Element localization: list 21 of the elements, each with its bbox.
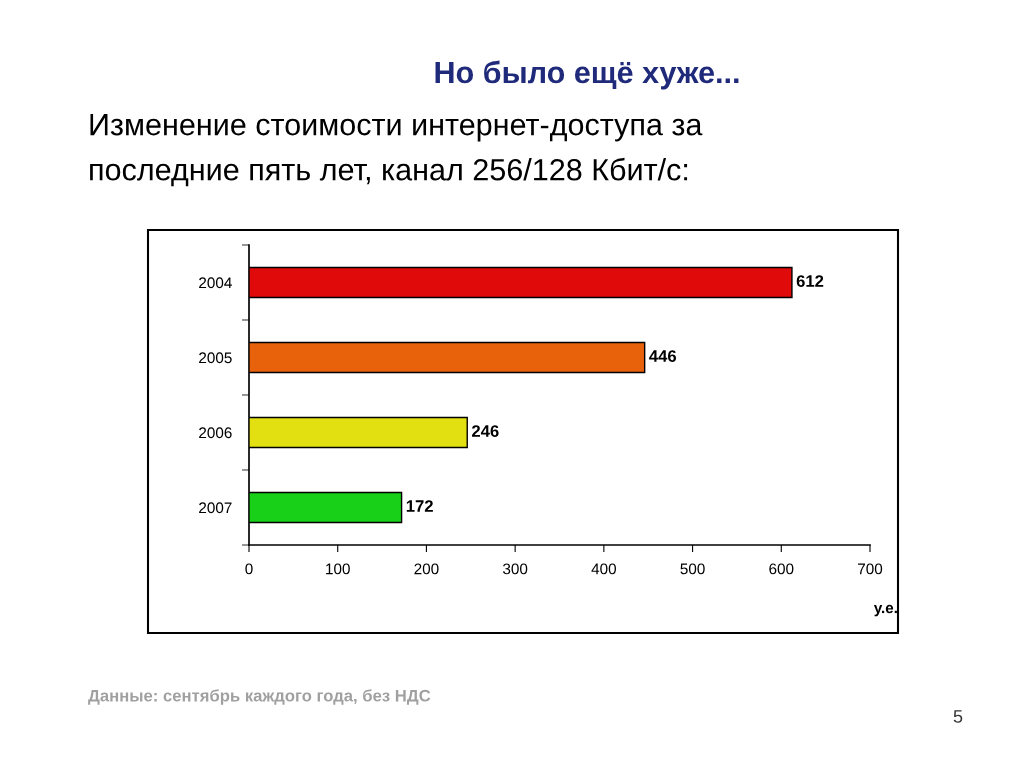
text: Данные: сентябрь каждого года, без НДС bbox=[88, 689, 431, 705]
data-label: 446 bbox=[649, 350, 677, 362]
data-label: 612 bbox=[796, 275, 824, 287]
x-tick-label: 700 bbox=[858, 563, 883, 575]
chart-subtitle: Изменение стоимости интернет-доступа за последние пять лет, канал 256/128 Кбит/с: bbox=[90, 114, 703, 187]
data-label: 246 bbox=[471, 425, 499, 437]
x-tick-label: 300 bbox=[502, 563, 528, 575]
y-tick-label: 2007 bbox=[199, 502, 232, 514]
data-label: 172 bbox=[406, 500, 433, 512]
x-tick-label: 500 bbox=[680, 563, 705, 575]
x-tick-label: 100 bbox=[326, 563, 350, 575]
x-axis-title: у.е. bbox=[873, 604, 897, 617]
x-tick-label: 400 bbox=[591, 563, 617, 575]
chart-title: Но было ещё хуже... bbox=[435, 60, 739, 90]
y-tick-label: 2005 bbox=[199, 352, 232, 364]
x-tick-label: 200 bbox=[414, 563, 439, 575]
x-tick-label: 600 bbox=[769, 563, 794, 575]
text: 5 bbox=[953, 710, 963, 723]
y-tick-label: 2006 bbox=[199, 427, 232, 439]
x-tick-label: 0 bbox=[245, 563, 253, 575]
y-tick-label: 2004 bbox=[199, 277, 232, 289]
